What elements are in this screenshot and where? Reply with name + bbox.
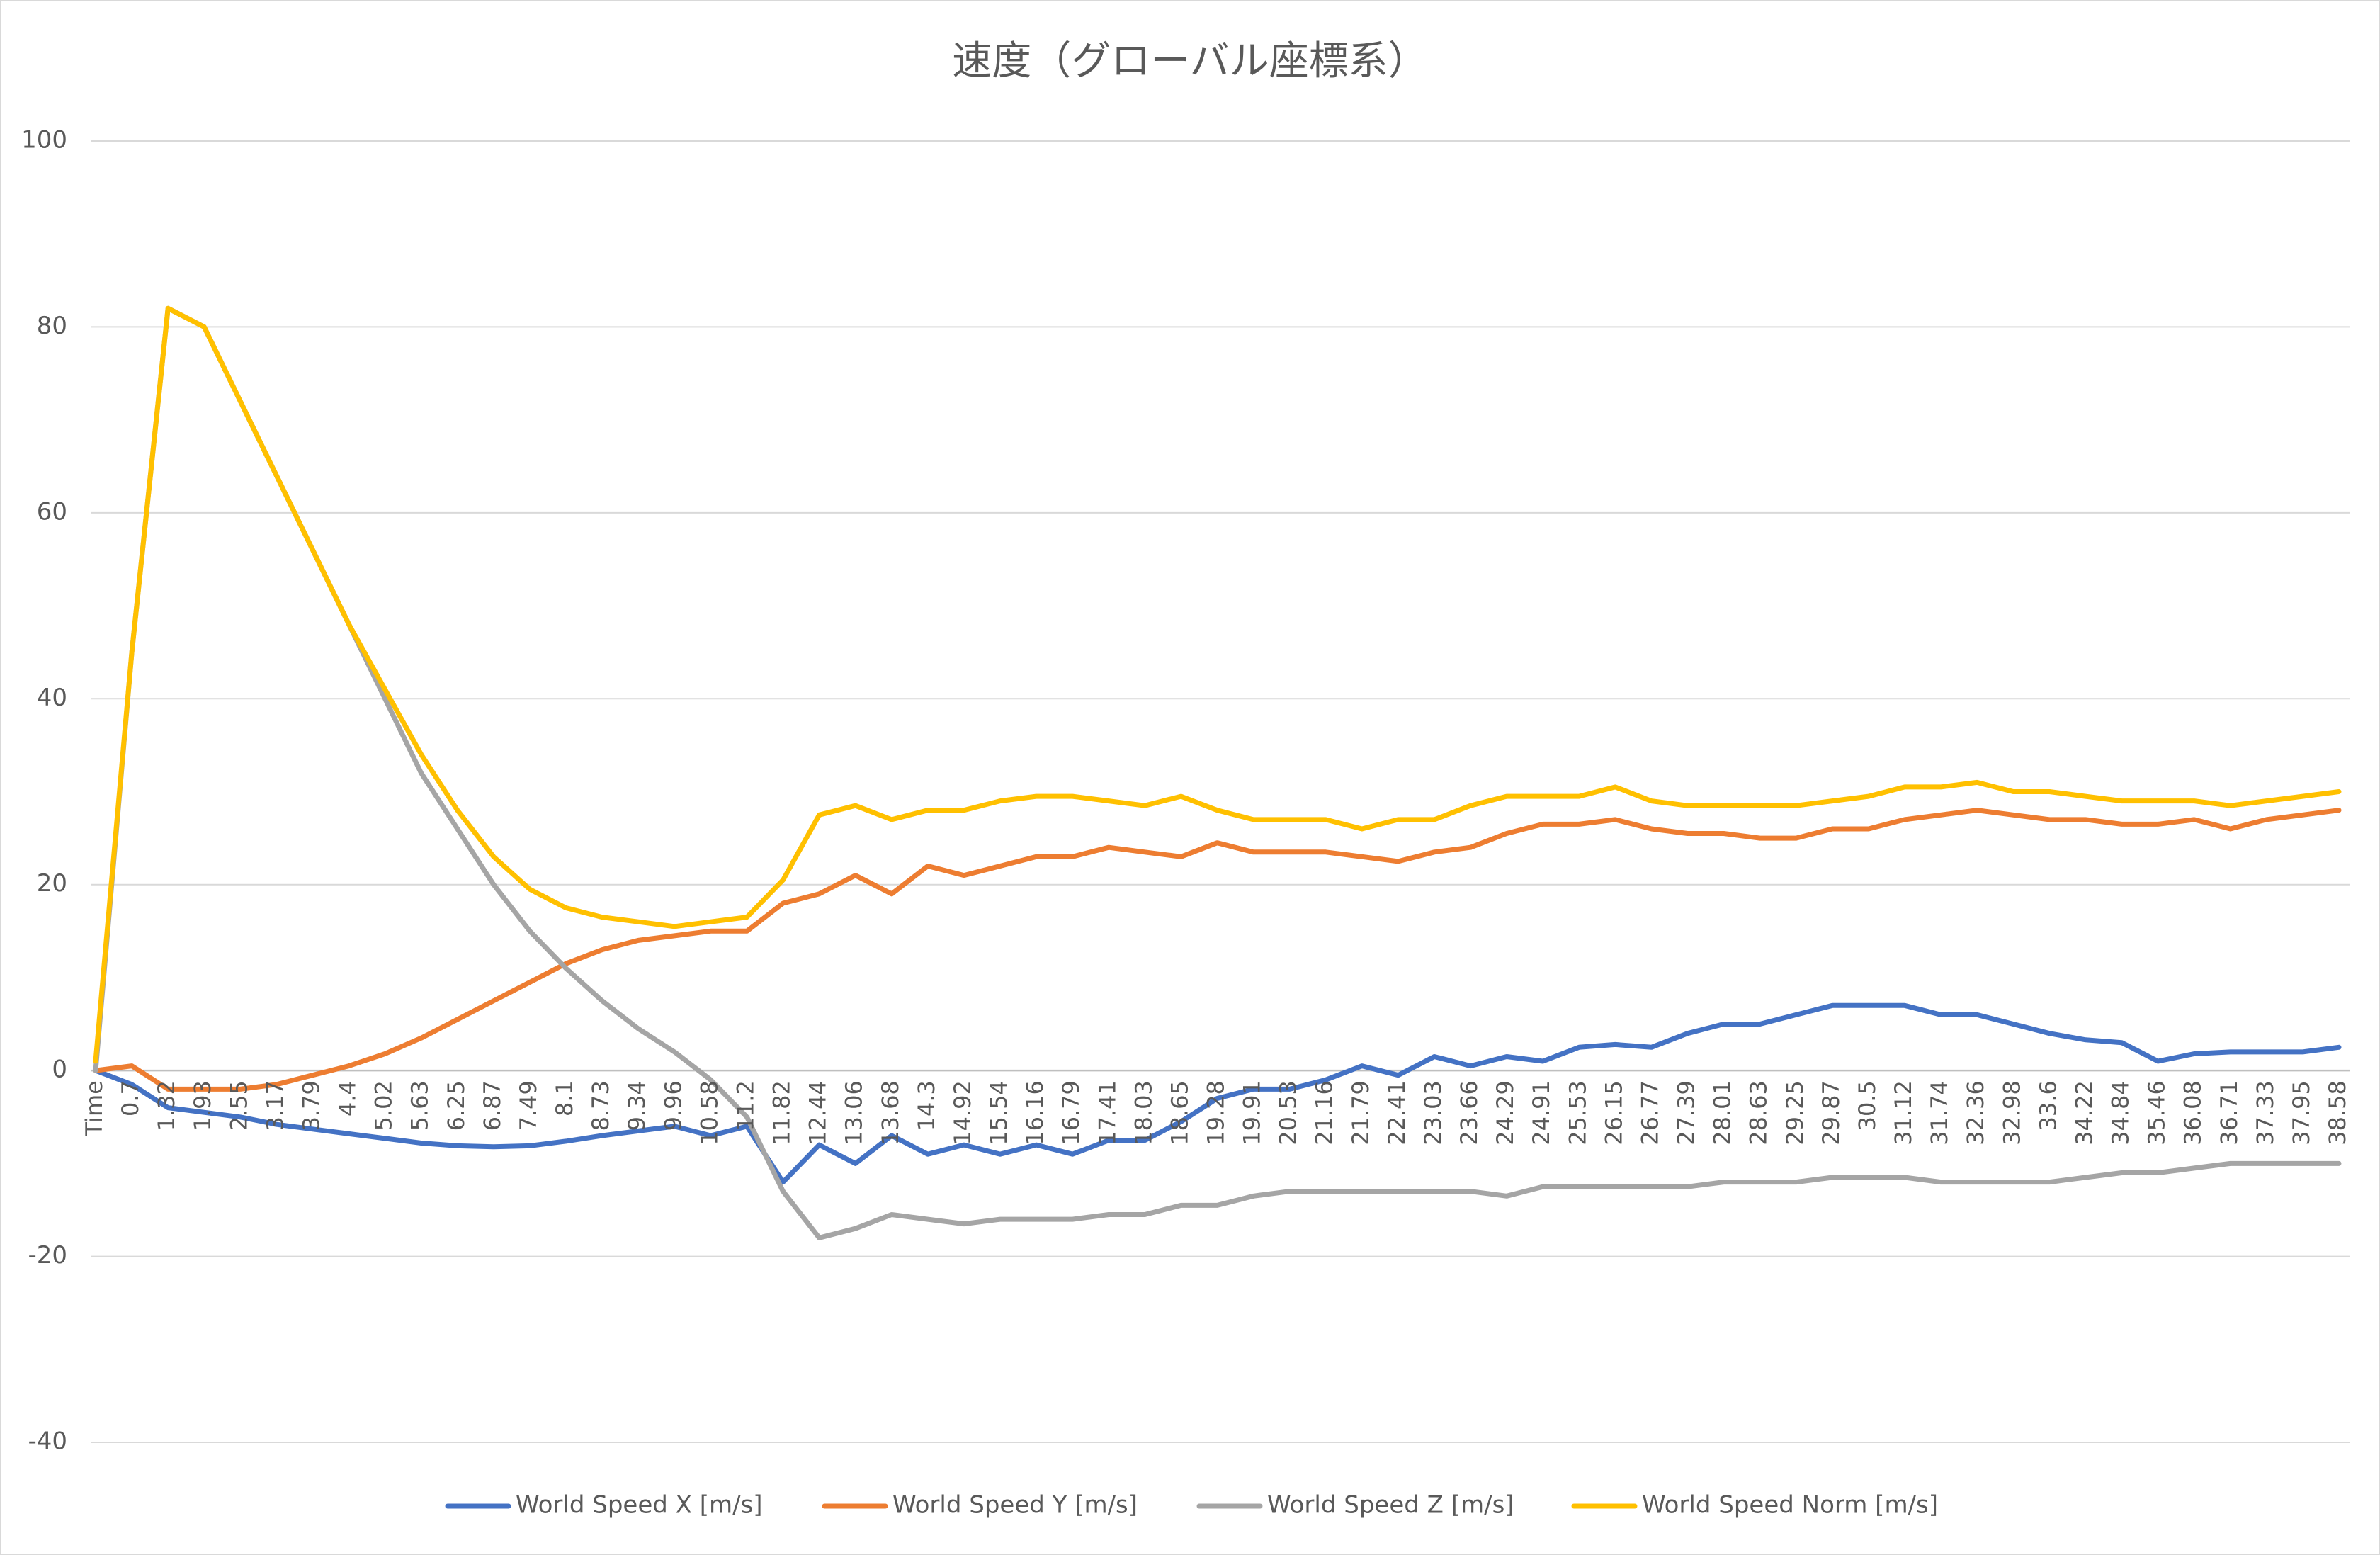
x-tick-label: 8.1 — [551, 1080, 578, 1116]
x-tick-label: 24.91 — [1528, 1080, 1555, 1146]
x-tick-label: 6.87 — [479, 1080, 506, 1131]
x-tick-label: 3.79 — [298, 1080, 324, 1131]
x-tick-label: 1.93 — [189, 1080, 216, 1131]
legend-label: World Speed Z [m/s] — [1267, 1491, 1514, 1520]
x-tick-label: 21.16 — [1311, 1080, 1338, 1146]
x-tick-label: 13.68 — [877, 1080, 904, 1146]
legend: World Speed X [m/s] World Speed Y [m/s] Wo… — [445, 1491, 1938, 1520]
x-tick-label: 23.03 — [1420, 1080, 1446, 1146]
x-tick-label: 16.16 — [1021, 1080, 1048, 1146]
x-tick-label: 8.73 — [587, 1080, 614, 1131]
x-tick-label: 29.87 — [1818, 1080, 1844, 1146]
x-tick-label: 30.5 — [1854, 1080, 1881, 1131]
y-tick-label: 20 — [37, 869, 67, 898]
legend-label: World Speed Norm [m/s] — [1642, 1491, 1938, 1520]
series-line — [93, 808, 2342, 1092]
x-tick-label: 21.79 — [1347, 1080, 1374, 1146]
x-tick-label: 18.65 — [1166, 1080, 1193, 1146]
x-tick-label: 14.3 — [913, 1080, 940, 1131]
x-tick-label: 19.28 — [1203, 1080, 1230, 1146]
y-tick-label: 80 — [37, 312, 67, 340]
y-tick-label: 0 — [52, 1056, 67, 1084]
x-tick-label: 28.63 — [1745, 1080, 1772, 1146]
x-tick-label: 37.33 — [2252, 1080, 2279, 1146]
legend-label: World Speed Y [m/s] — [892, 1491, 1138, 1520]
x-tick-label: 3.17 — [261, 1080, 288, 1131]
x-tick-label: 16.79 — [1058, 1080, 1084, 1146]
x-tick-label: 20.53 — [1275, 1080, 1302, 1146]
x-tick-label: 9.34 — [623, 1080, 650, 1131]
x-tick-label: 36.08 — [2180, 1080, 2206, 1146]
x-tick-label: 25.53 — [1564, 1080, 1591, 1146]
grid — [91, 140, 2350, 1443]
x-tick-label: 35.46 — [2143, 1080, 2170, 1146]
y-tick-label: 100 — [21, 126, 67, 154]
series-line — [93, 305, 2342, 1064]
x-tick-label: 17.41 — [1094, 1080, 1121, 1146]
x-tick-label: 26.15 — [1600, 1080, 1627, 1146]
x-tick-label: 27.39 — [1673, 1080, 1700, 1146]
x-tick-label: 2.55 — [225, 1080, 252, 1131]
axis-labels: -40 -20 0 20 40 60 80 100 Time 0.7 1.32 1.93 2.55 3.1… — [21, 126, 2351, 1456]
x-tick-label: 5.02 — [370, 1080, 397, 1131]
x-tick-label: 33.6 — [2034, 1080, 2061, 1131]
x-tick-label: 14.92 — [949, 1080, 976, 1146]
plot-lines — [93, 305, 2342, 1240]
x-tick-label: 37.95 — [2288, 1080, 2315, 1146]
x-tick-label: 28.01 — [1709, 1080, 1736, 1146]
y-tick-label: -20 — [28, 1241, 67, 1270]
x-tick-label: Time — [81, 1080, 108, 1136]
x-tick-label: 13.06 — [841, 1080, 868, 1146]
chart-title: 速度（グローバル座標系） — [952, 38, 1427, 84]
x-tick-label: 18.03 — [1130, 1080, 1157, 1146]
y-tick-label: 60 — [37, 497, 67, 526]
x-tick-label: 9.96 — [659, 1080, 686, 1131]
y-tick-label: 40 — [37, 684, 67, 712]
x-tick-label: 11.2 — [732, 1080, 759, 1131]
x-tick-label: 7.49 — [515, 1080, 542, 1131]
x-tick-label: 24.29 — [1492, 1080, 1519, 1146]
legend-label: World Speed X [m/s] — [516, 1491, 763, 1520]
x-tick-label: 22.41 — [1383, 1080, 1410, 1146]
x-tick-label: 11.82 — [769, 1080, 795, 1146]
x-tick-label: 32.98 — [1998, 1080, 2025, 1146]
x-tick-label: 6.25 — [443, 1080, 470, 1131]
x-tick-label: 12.44 — [805, 1080, 832, 1146]
x-tick-label: 32.36 — [1962, 1080, 1989, 1146]
x-tick-label: 38.58 — [2324, 1080, 2351, 1146]
x-tick-label: 26.77 — [1636, 1080, 1663, 1146]
series-line — [93, 1002, 2342, 1185]
x-tick-label: 15.54 — [985, 1080, 1012, 1146]
x-tick-label: 36.71 — [2216, 1080, 2243, 1146]
x-tick-label: 31.12 — [1890, 1080, 1917, 1146]
series-line — [93, 305, 2342, 1240]
x-tick-label: 34.84 — [2107, 1080, 2134, 1146]
x-tick-label: 10.58 — [696, 1080, 722, 1146]
x-tick-label: 29.25 — [1781, 1080, 1808, 1146]
x-tick-label: 5.63 — [407, 1080, 434, 1131]
x-tick-label: 34.22 — [2070, 1080, 2097, 1146]
x-tick-label: 19.91 — [1239, 1080, 1266, 1146]
x-tick-label: 4.4 — [334, 1080, 361, 1116]
x-tick-label: 31.74 — [1926, 1080, 1953, 1146]
y-tick-label: -40 — [28, 1427, 67, 1456]
x-tick-label: 0.7 — [117, 1080, 144, 1116]
x-tick-label: 23.66 — [1456, 1080, 1483, 1146]
x-tick-label: 1.32 — [153, 1080, 180, 1131]
